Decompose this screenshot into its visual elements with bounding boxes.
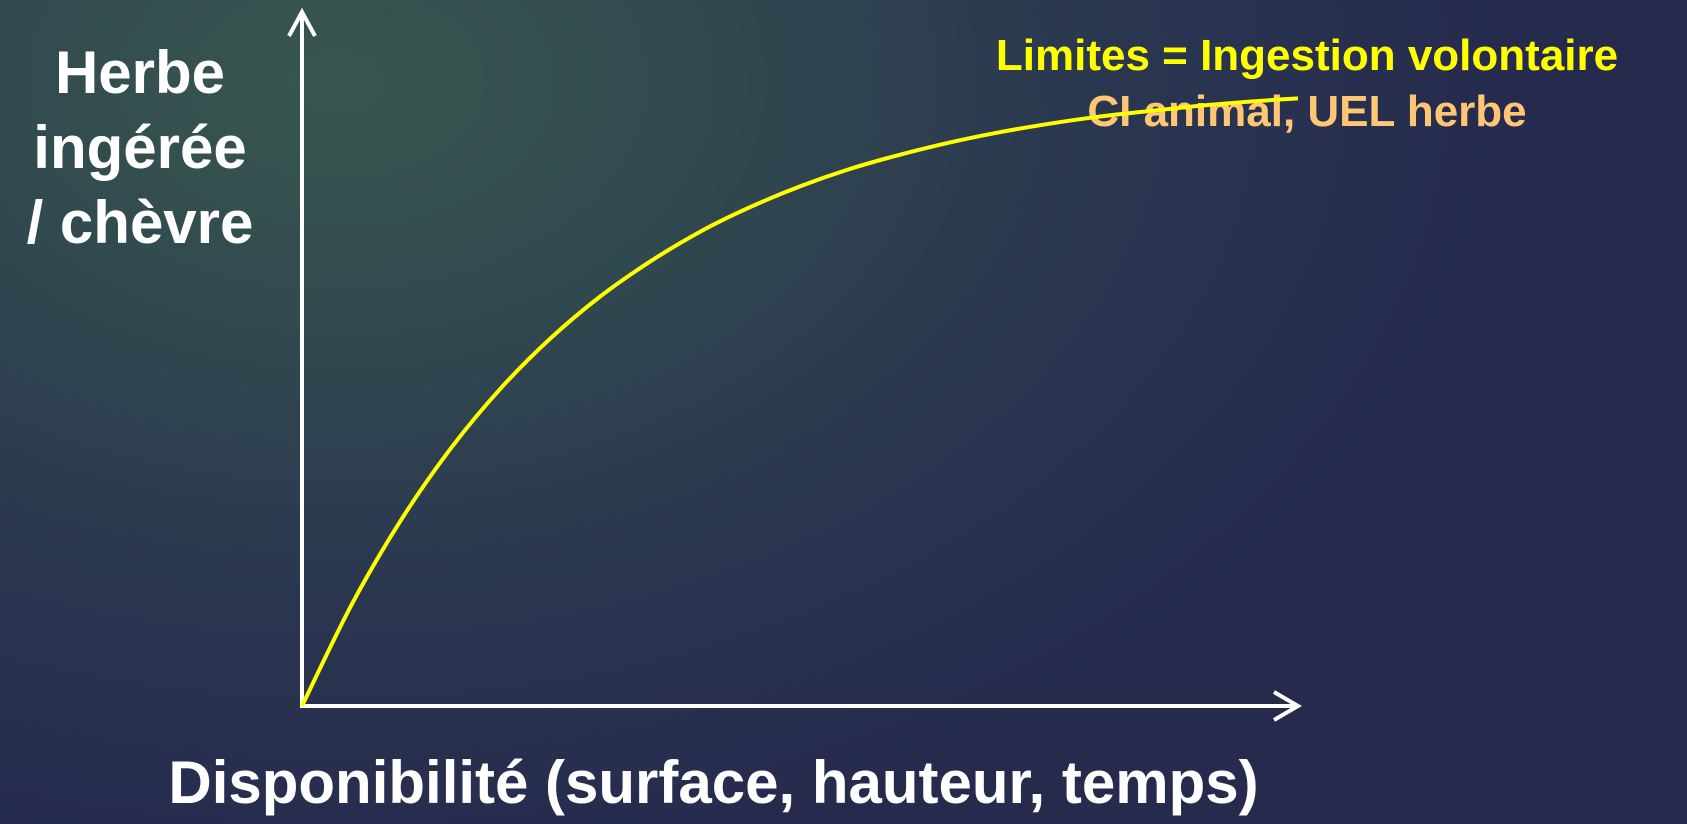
y-axis-label-line-3: / chèvre <box>26 189 254 256</box>
y-axis-arrowhead <box>287 7 317 37</box>
y-axis-label-line-2: ingérée <box>33 114 247 181</box>
intake-curve-line <box>300 96 1299 707</box>
x-axis-label: Disponibilité (surface, hauteur, temps) <box>168 749 1259 816</box>
y-axis-label-line-1: Herbe <box>54 39 226 106</box>
y-axis-label: Herbe ingérée / chèvre <box>0 35 280 260</box>
annotation-line-1: Limites = Ingestion volontaire <box>995 31 1619 80</box>
x-axis-arrowhead <box>1272 690 1302 722</box>
